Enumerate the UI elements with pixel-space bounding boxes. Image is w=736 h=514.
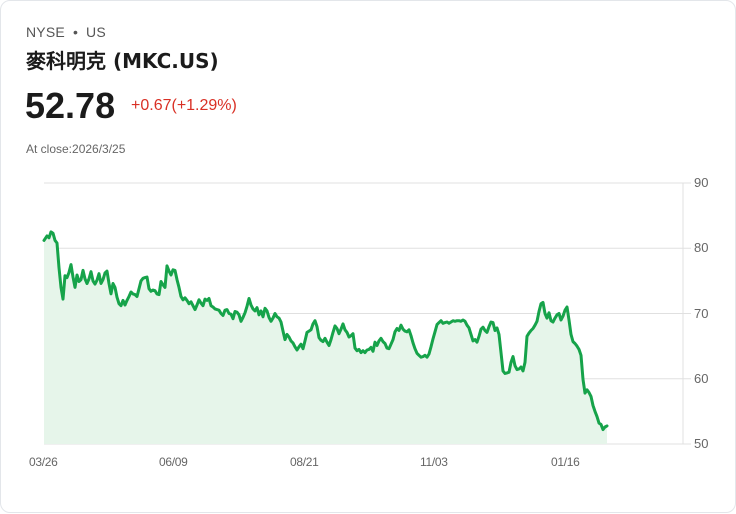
stock-price: 52.78 xyxy=(25,85,116,126)
price-change: +0.67(+1.29%) xyxy=(131,97,237,114)
exchange-name: NYSE xyxy=(26,24,65,40)
y-tick-label: 70 xyxy=(694,305,709,321)
close-date: At close:2026/3/25 xyxy=(26,142,126,156)
separator-dot: • xyxy=(72,24,79,40)
chart-area-fill xyxy=(44,231,607,444)
x-tick-label: 08/21 xyxy=(290,455,319,469)
y-tick-label: 50 xyxy=(694,436,709,451)
y-tick-label: 80 xyxy=(694,240,709,256)
exchange-line: NYSE • US xyxy=(26,24,106,40)
x-tick-label: 01/16 xyxy=(551,455,580,469)
y-tick-label: 90 xyxy=(694,175,709,190)
region-label: US xyxy=(86,24,106,40)
chart-price-line xyxy=(42,230,609,432)
stock-title: 麥科明克 (MKC.US) xyxy=(26,49,219,73)
x-tick-label: 06/09 xyxy=(159,455,188,469)
x-tick-label: 11/03 xyxy=(420,455,448,469)
y-tick-label: 60 xyxy=(694,370,709,386)
x-tick-label: 03/26 xyxy=(29,455,58,469)
